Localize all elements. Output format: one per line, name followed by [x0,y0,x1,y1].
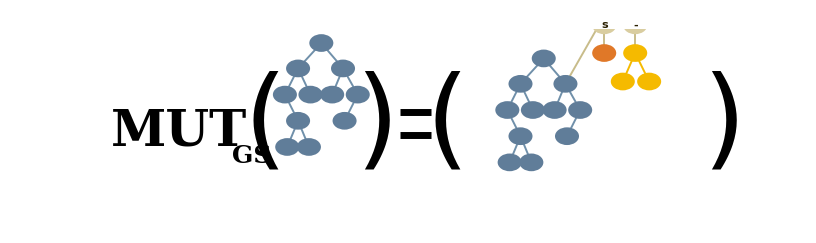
Ellipse shape [611,73,635,90]
Ellipse shape [543,101,566,119]
Ellipse shape [592,44,616,62]
Ellipse shape [273,86,297,104]
Text: -: - [633,20,637,30]
Text: GS: GS [233,144,272,168]
Text: (: ( [243,70,286,177]
Text: ): ) [702,70,745,177]
Ellipse shape [519,154,543,171]
Ellipse shape [299,86,322,104]
Ellipse shape [553,75,578,93]
Ellipse shape [495,101,519,119]
Ellipse shape [623,17,647,34]
Ellipse shape [637,73,661,90]
Ellipse shape [508,127,533,145]
Ellipse shape [286,112,310,130]
Ellipse shape [555,127,579,145]
Ellipse shape [498,154,521,171]
Ellipse shape [532,50,556,67]
Ellipse shape [333,112,357,130]
Ellipse shape [309,34,334,52]
Ellipse shape [521,101,545,119]
Text: MUT: MUT [111,107,247,156]
Ellipse shape [297,138,321,156]
Ellipse shape [275,138,299,156]
Ellipse shape [320,86,344,104]
Ellipse shape [623,44,647,62]
Ellipse shape [331,60,355,77]
Ellipse shape [568,101,592,119]
Ellipse shape [286,60,310,77]
Text: (: ( [425,70,468,177]
Text: s: s [601,20,608,30]
Ellipse shape [508,75,533,93]
Text: ): ) [356,70,399,177]
Ellipse shape [346,86,370,104]
Ellipse shape [592,17,616,34]
